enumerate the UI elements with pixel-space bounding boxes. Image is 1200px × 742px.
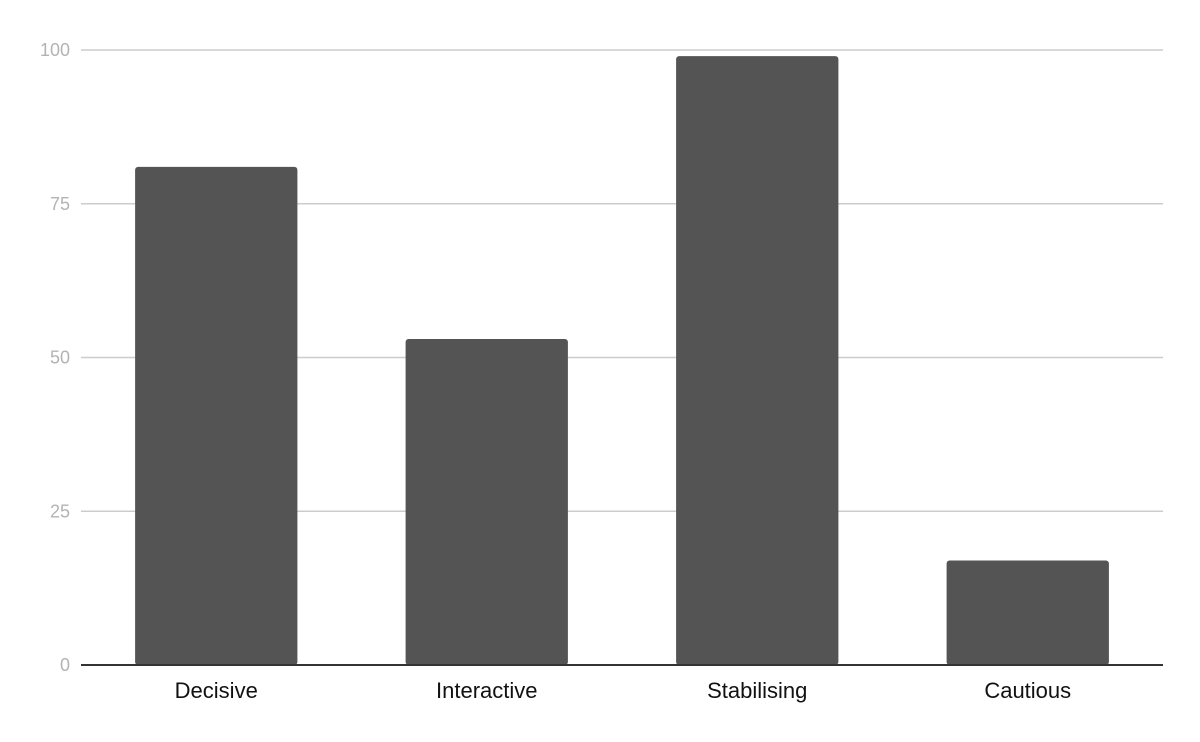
y-axis-tick-labels: 0 25 50 75 100 [40,40,70,675]
x-tick-label: Interactive [436,678,538,703]
y-tick-label: 100 [40,40,70,60]
x-tick-label: Decisive [175,678,258,703]
x-axis-tick-labels: Decisive Interactive Stabilising Cautious [175,678,1071,703]
bar-interactive [405,339,568,665]
y-tick-label: 25 [50,501,70,521]
bars [135,56,1109,665]
x-tick-label: Cautious [984,678,1071,703]
y-tick-label: 75 [50,194,70,214]
bar-stabilising [676,56,839,665]
y-tick-label: 0 [60,655,70,675]
bar-cautious [946,560,1109,665]
x-tick-label: Stabilising [707,678,807,703]
y-tick-label: 50 [50,348,70,368]
bar-decisive [135,166,298,665]
